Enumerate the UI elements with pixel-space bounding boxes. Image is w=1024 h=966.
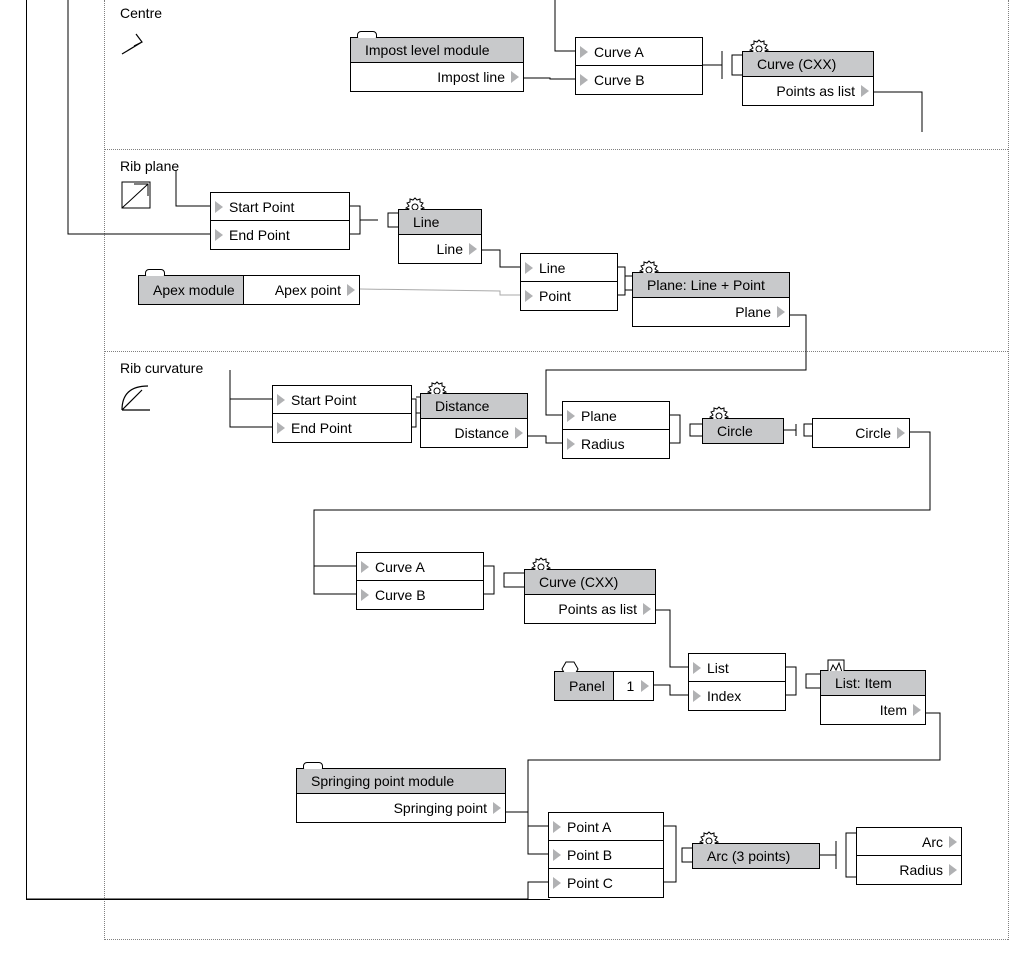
- input-radius[interactable]: Radius: [563, 430, 669, 458]
- centre-icon: [120, 28, 152, 58]
- output-impost-line[interactable]: Impost line: [351, 63, 523, 91]
- input-curve-b[interactable]: Curve B: [357, 581, 483, 609]
- node-header: Plane: Line + Point: [633, 273, 789, 298]
- ribplane-icon: [120, 180, 152, 210]
- ribcurv-icon: [120, 382, 152, 412]
- node-curveab2: Curve A Curve B: [356, 552, 484, 610]
- node-impost: Impost level module Impost line: [350, 37, 524, 92]
- node-arcradius: Arc Radius: [856, 827, 962, 885]
- input-start-point[interactable]: Start Point: [211, 193, 349, 221]
- input-index[interactable]: Index: [689, 682, 785, 710]
- node-apex: Apex module Apex point: [138, 275, 360, 305]
- input-start-point[interactable]: Start Point: [273, 386, 411, 414]
- input-point-c[interactable]: Point C: [549, 869, 663, 897]
- node-listindex: List Index: [688, 653, 786, 711]
- output-plane[interactable]: Plane: [633, 298, 789, 326]
- output-arc[interactable]: Arc: [857, 828, 961, 856]
- node-header: Circle: [703, 419, 783, 443]
- input-curve-a[interactable]: Curve A: [576, 38, 702, 66]
- section-label-ribcurv: Rib curvature: [120, 360, 203, 376]
- input-end-point[interactable]: End Point: [273, 414, 411, 442]
- node-header: Curve (CXX): [743, 52, 873, 77]
- input-point-a[interactable]: Point A: [549, 813, 663, 841]
- node-linepoint: Line Point: [520, 253, 618, 311]
- node-header: Line: [399, 210, 481, 235]
- output-apex-point[interactable]: Apex point: [244, 276, 359, 304]
- node-springing: Springing point module Springing point: [296, 768, 506, 823]
- node-pointabc: Point A Point B Point C: [548, 812, 664, 898]
- node-header: List: Item: [821, 671, 925, 696]
- output-points-list[interactable]: Points as list: [743, 77, 873, 105]
- output-circle[interactable]: Circle: [813, 419, 909, 447]
- output-springing-point[interactable]: Springing point: [297, 794, 505, 822]
- input-line[interactable]: Line: [521, 254, 617, 282]
- output-item[interactable]: Item: [821, 696, 925, 724]
- input-list[interactable]: List: [689, 654, 785, 682]
- node-header: Distance: [421, 394, 527, 419]
- node-circleout: Circle: [812, 418, 910, 448]
- node-planelinept: Plane: Line + Point Plane: [632, 272, 790, 327]
- section-label-centre: Centre: [120, 5, 162, 21]
- node-distance: Distance Distance: [420, 393, 528, 448]
- input-point-b[interactable]: Point B: [549, 841, 663, 869]
- panel-value[interactable]: 1: [614, 672, 653, 700]
- node-panel: Panel 1: [554, 671, 654, 701]
- input-curve-b[interactable]: Curve B: [576, 66, 702, 94]
- output-line[interactable]: Line: [399, 235, 481, 263]
- node-header: Arc (3 points): [693, 844, 819, 868]
- node-circlehdr: Circle: [702, 418, 784, 444]
- output-radius[interactable]: Radius: [857, 856, 961, 884]
- input-end-point[interactable]: End Point: [211, 221, 349, 249]
- input-point[interactable]: Point: [521, 282, 617, 310]
- wires: [0, 0, 1024, 966]
- input-plane[interactable]: Plane: [563, 402, 669, 430]
- output-distance[interactable]: Distance: [421, 419, 527, 447]
- section-label-ribplane: Rib plane: [120, 158, 179, 174]
- node-planeradius: Plane Radius: [562, 401, 670, 459]
- node-startend1: Start Point End Point: [210, 192, 350, 250]
- node-line: Line Line: [398, 209, 482, 264]
- node-listitem: List: Item Item: [820, 670, 926, 725]
- node-header: Springing point module: [297, 769, 505, 794]
- input-curve-a[interactable]: Curve A: [357, 553, 483, 581]
- node-startend2: Start Point End Point: [272, 385, 412, 443]
- node-header: Apex module: [139, 276, 244, 304]
- node-header: Impost level module: [351, 38, 523, 63]
- node-header: Panel: [555, 672, 614, 700]
- node-cxx1: Curve (CXX) Points as list: [742, 51, 874, 106]
- node-arc3: Arc (3 points): [692, 843, 820, 869]
- node-header: Curve (CXX): [525, 570, 655, 595]
- output-points-list[interactable]: Points as list: [525, 595, 655, 623]
- node-curveab1: Curve A Curve B: [575, 37, 703, 95]
- node-cxx2: Curve (CXX) Points as list: [524, 569, 656, 624]
